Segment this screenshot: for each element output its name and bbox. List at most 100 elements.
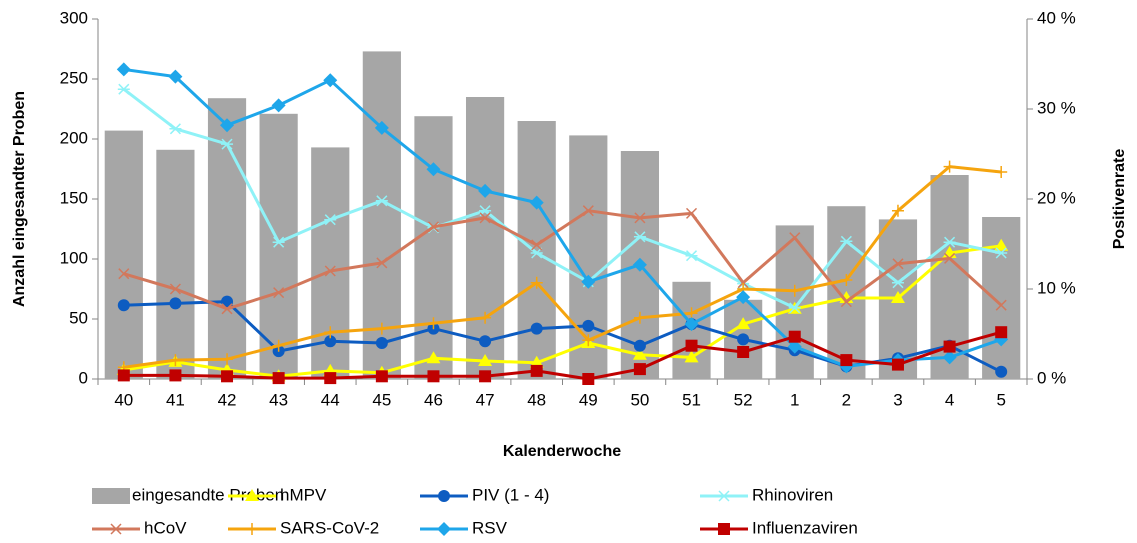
- point-marker: [169, 123, 182, 135]
- y-tick-label: 50: [69, 308, 88, 327]
- point-marker: [582, 319, 595, 332]
- point-marker: [427, 317, 440, 330]
- point-marker: [995, 247, 1008, 259]
- point-marker: [685, 339, 698, 352]
- point-marker: [633, 363, 646, 376]
- y2-tick-label: 0 %: [1037, 368, 1066, 387]
- point-marker: [117, 369, 130, 382]
- y2-tick-label: 30 %: [1037, 98, 1076, 117]
- y-tick-label: 150: [60, 188, 88, 207]
- y-tick-label: 100: [60, 248, 88, 267]
- point-marker: [840, 235, 853, 247]
- point-marker: [169, 354, 182, 367]
- point-marker: [272, 372, 285, 385]
- point-marker: [117, 299, 130, 312]
- point-marker: [942, 350, 957, 365]
- bar: [517, 121, 556, 379]
- point-marker: [840, 296, 852, 308]
- point-marker: [685, 207, 698, 219]
- legend-label: PIV (1 - 4): [472, 485, 549, 504]
- point-marker: [529, 195, 544, 210]
- legend-label: RSV: [472, 518, 508, 537]
- x-tick-label: 5: [996, 390, 1005, 409]
- point-marker: [169, 369, 182, 382]
- point-marker: [995, 166, 1008, 178]
- bar: [465, 97, 505, 379]
- point-marker: [375, 370, 388, 383]
- line: [123, 165, 1002, 369]
- point-marker: [169, 283, 181, 295]
- point-marker: [478, 183, 493, 198]
- y2-tick-label: 40 %: [1037, 8, 1076, 27]
- point-marker: [168, 69, 183, 84]
- point-marker: [632, 347, 647, 360]
- point-marker: [995, 365, 1008, 378]
- legend-marker: [437, 522, 451, 536]
- point-marker: [221, 353, 234, 366]
- x-tick-label: 50: [630, 390, 649, 409]
- point-marker: [221, 138, 234, 150]
- point-marker: [892, 258, 904, 270]
- point-marker: [530, 364, 543, 377]
- point-marker: [788, 330, 801, 343]
- point-marker: [737, 346, 750, 358]
- x-tick-label: 45: [372, 390, 391, 409]
- x-tick-label: 1: [790, 390, 799, 409]
- x-tick-label: 49: [579, 390, 598, 409]
- point-marker: [736, 317, 751, 330]
- point-marker: [944, 252, 956, 264]
- point-marker: [582, 373, 595, 385]
- x-tick-label: 42: [218, 390, 237, 409]
- line: [122, 88, 1002, 310]
- point-marker: [479, 370, 492, 383]
- legend-label: hMPV: [280, 485, 327, 504]
- x-tick-label: 48: [527, 390, 546, 409]
- point-marker: [995, 326, 1008, 339]
- point-marker: [530, 247, 543, 259]
- legend-label: Influenzaviren: [752, 518, 858, 537]
- legend-marker: [718, 490, 730, 502]
- line: [123, 209, 1003, 311]
- point-marker: [943, 160, 956, 173]
- point-marker: [478, 354, 493, 366]
- point-marker: [736, 290, 751, 305]
- point-marker: [531, 239, 543, 251]
- x-tick-label: 44: [321, 390, 340, 409]
- point-marker: [891, 204, 904, 217]
- legend-marker: [245, 489, 259, 501]
- point-marker: [376, 257, 388, 269]
- legend-label: hCoV: [144, 518, 187, 537]
- bar: [259, 113, 298, 380]
- point-marker: [426, 351, 441, 364]
- x-tick-label: 47: [476, 390, 495, 409]
- point-marker: [787, 339, 802, 354]
- y2-tick-label: 20 %: [1037, 188, 1076, 207]
- y-tick-label: 300: [60, 8, 88, 27]
- x-tick-label: 41: [166, 390, 185, 409]
- y-tick-label: 200: [60, 128, 88, 147]
- legend-label: Rhinoviren: [752, 485, 833, 504]
- point-marker: [427, 370, 440, 383]
- point-marker: [479, 311, 492, 324]
- legend-marker: [438, 490, 450, 502]
- line: [123, 244, 1002, 378]
- bar: [156, 149, 195, 379]
- point-marker: [737, 277, 749, 289]
- point-marker: [530, 276, 543, 289]
- point-marker: [479, 212, 491, 224]
- x-tick-label: 3: [893, 390, 902, 409]
- line: [123, 330, 1002, 381]
- legend-marker: [718, 523, 730, 535]
- point-marker: [995, 299, 1007, 311]
- point-marker: [271, 98, 286, 113]
- point-marker: [324, 326, 337, 339]
- y2-tick-label: 10 %: [1037, 278, 1076, 297]
- point-marker: [994, 238, 1009, 251]
- point-marker: [116, 62, 131, 77]
- point-marker: [582, 334, 595, 347]
- point-marker: [273, 287, 285, 299]
- point-marker: [427, 221, 440, 233]
- point-marker: [479, 335, 492, 348]
- point-marker: [323, 73, 338, 88]
- point-marker: [117, 83, 130, 95]
